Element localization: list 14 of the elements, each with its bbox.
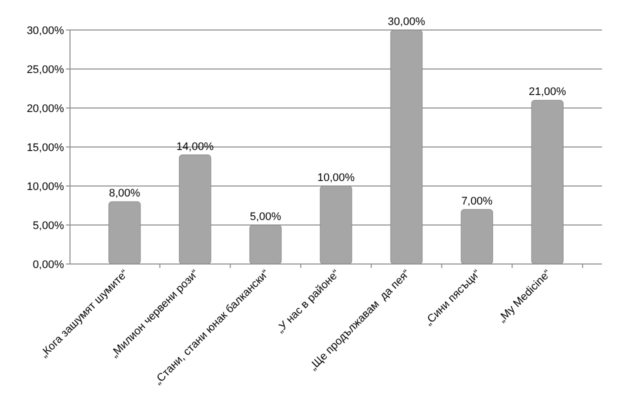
y-tick-label: 25,00% (26, 64, 64, 76)
data-label: 8,00% (109, 188, 140, 200)
data-label: 7,00% (461, 195, 493, 208)
data-label: 10,00% (317, 172, 355, 184)
y-tick-label: 20,00% (26, 102, 64, 115)
data-label: 30,00% (388, 16, 426, 28)
y-tick-label: 0,00% (32, 258, 64, 271)
y-tick-label: 30,00% (26, 24, 64, 37)
y-tick-label: 5,00% (32, 220, 64, 232)
data-label: 21,00% (528, 86, 566, 98)
y-tick-label: 15,00% (26, 142, 64, 154)
data-label: 14,00% (176, 140, 214, 153)
data-label: 5,00% (250, 211, 282, 223)
y-tick-label: 10,00% (26, 180, 64, 193)
